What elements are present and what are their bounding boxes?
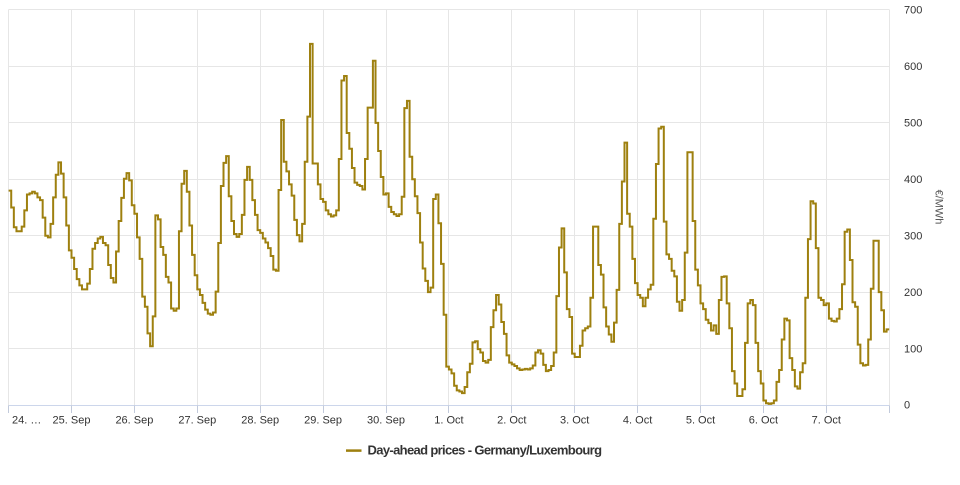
svg-text:0: 0: [904, 400, 910, 412]
svg-text:28. Sep: 28. Sep: [241, 415, 279, 427]
svg-text:2. Oct: 2. Oct: [497, 415, 526, 427]
svg-text:600: 600: [904, 61, 922, 73]
svg-text:Day-ahead prices - Germany/Lux: Day-ahead prices - Germany/Luxembourg: [368, 443, 603, 458]
svg-text:6. Oct: 6. Oct: [749, 415, 778, 427]
svg-text:24. …: 24. …: [12, 415, 41, 427]
svg-text:400: 400: [904, 174, 922, 186]
svg-text:4. Oct: 4. Oct: [623, 415, 652, 427]
svg-text:27. Sep: 27. Sep: [178, 415, 216, 427]
svg-text:200: 200: [904, 287, 922, 299]
svg-text:29. Sep: 29. Sep: [304, 415, 342, 427]
svg-text:100: 100: [904, 343, 922, 355]
svg-text:5. Oct: 5. Oct: [686, 415, 715, 427]
svg-text:3. Oct: 3. Oct: [560, 415, 589, 427]
svg-text:26. Sep: 26. Sep: [115, 415, 153, 427]
svg-text:500: 500: [904, 118, 922, 130]
svg-text:300: 300: [904, 230, 922, 242]
svg-text:7. Oct: 7. Oct: [812, 415, 841, 427]
svg-text:25. Sep: 25. Sep: [53, 415, 91, 427]
svg-text:700: 700: [904, 5, 922, 17]
svg-text:1. Oct: 1. Oct: [434, 415, 463, 427]
svg-text:30. Sep: 30. Sep: [367, 415, 405, 427]
svg-text:€/MWh: €/MWh: [933, 190, 945, 225]
